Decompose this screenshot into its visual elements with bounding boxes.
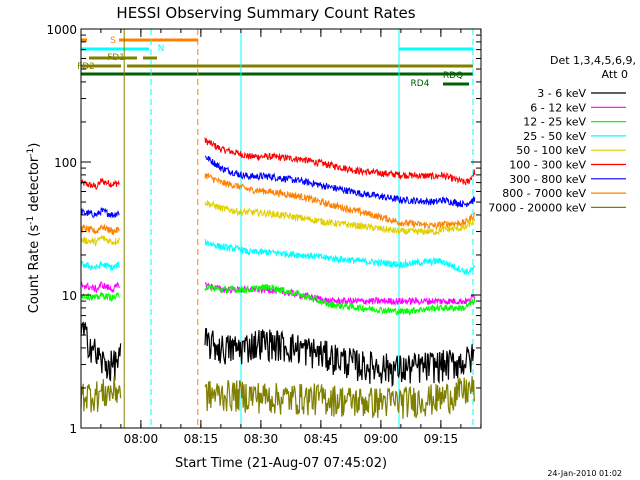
y-tick-label: 1 — [69, 422, 77, 436]
legend-label: 12 - 25 keV — [523, 116, 586, 129]
series-line — [80, 224, 120, 236]
series-line — [204, 282, 476, 306]
flag-label-n: N — [158, 44, 165, 54]
y-axis-label-end: ) — [27, 143, 42, 148]
y-tick-label: 1000 — [46, 23, 77, 37]
series-line — [204, 155, 476, 209]
x-axis: 08:00 08:15 08:30 08:45 09:00 09:15 — [100, 29, 482, 446]
generation-timestamp: 24-Jan-2010 01:02 — [547, 469, 622, 478]
series-line — [80, 321, 122, 382]
x-tick-label: 09:15 — [424, 432, 459, 446]
legend-header-attenuator: Att 0 — [602, 68, 628, 81]
x-tick-label: 08:45 — [304, 432, 339, 446]
series-line — [204, 137, 476, 185]
x-tick-label: 08:30 — [244, 432, 279, 446]
y-axis-label: Count Rate (s-1 detector-1) — [26, 143, 42, 314]
y-axis-label-mid: detector — [27, 156, 42, 216]
chart-title: HESSI Observing Summary Count Rates — [116, 4, 415, 22]
legend-label: 25 - 50 keV — [523, 130, 586, 143]
y-axis-label-main: Count Rate (s — [27, 225, 42, 314]
flag-bars: S N FD1 FD2 RDQ RD4 — [77, 36, 473, 89]
legend-label: 100 - 300 keV — [509, 159, 586, 172]
series-line — [204, 200, 476, 236]
legend-label: 3 - 6 keV — [537, 87, 586, 100]
x-tick-label: 08:15 — [184, 432, 219, 446]
x-tick-label: 09:00 — [364, 432, 399, 446]
series-line — [80, 261, 120, 271]
series-line — [80, 376, 122, 413]
legend-label: 800 - 7000 keV — [502, 187, 586, 200]
series-line — [80, 281, 120, 294]
legend-label: 300 - 800 keV — [509, 173, 586, 186]
legend-label: 6 - 12 keV — [530, 101, 586, 114]
x-tick-label: 08:00 — [124, 432, 159, 446]
series-line — [80, 177, 120, 190]
flag-label-rdq: RDQ — [443, 71, 463, 81]
series-line — [204, 283, 476, 316]
flag-label-fd2: FD2 — [77, 62, 95, 72]
legend-label: 50 - 100 keV — [516, 144, 586, 157]
flag-label-fd1: FD1 — [107, 53, 125, 63]
series-line — [80, 291, 120, 302]
flag-label-rd4: RD4 — [411, 79, 430, 89]
series-line — [204, 328, 475, 388]
y-axis: 1 10 100 1000 — [46, 23, 481, 436]
legend-label: 7000 - 20000 keV — [488, 201, 586, 214]
y-axis-label-exp1: -1 — [26, 216, 36, 225]
series-line — [204, 376, 475, 419]
y-axis-label-exp2: -1 — [26, 148, 36, 157]
y-tick-label: 10 — [62, 289, 77, 303]
series-line — [204, 172, 476, 231]
x-axis-label: Start Time (21-Aug-07 07:45:02) — [175, 456, 387, 471]
y-tick-label: 100 — [54, 156, 77, 170]
data-series — [80, 137, 476, 419]
series-line — [80, 207, 120, 219]
series-line — [204, 238, 476, 276]
legend-header-detectors: Det 1,3,4,5,6,9, — [550, 54, 636, 67]
series-line — [80, 234, 120, 248]
flag-label-s: S — [110, 36, 116, 46]
